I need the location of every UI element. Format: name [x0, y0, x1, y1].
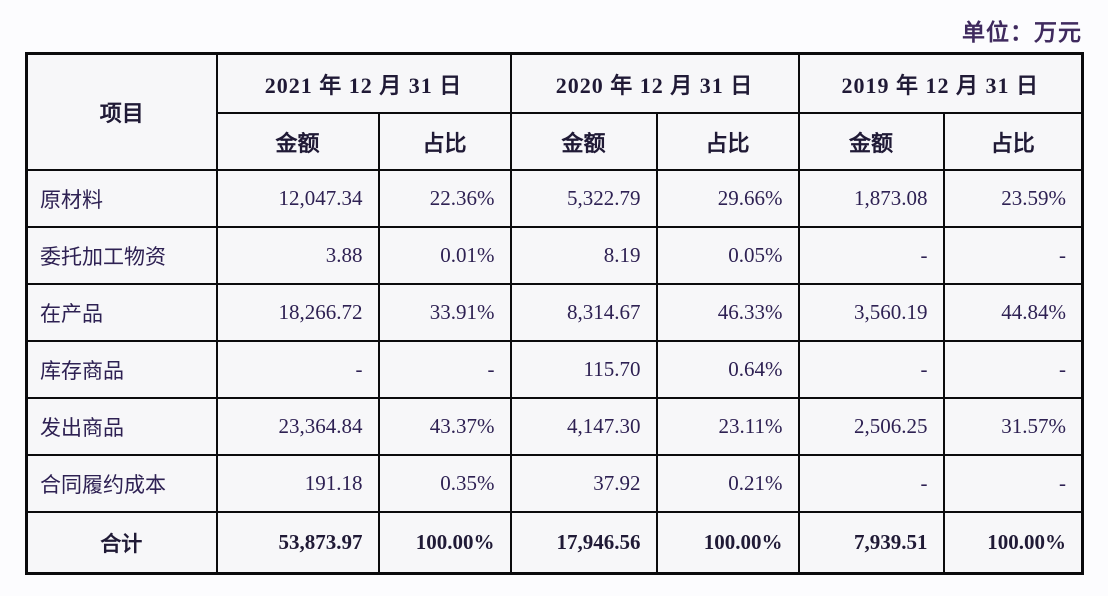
- ratio-cell: -: [942, 454, 1084, 513]
- amount-cell: 7,939.51: [797, 511, 945, 575]
- ratio-cell: -: [942, 226, 1084, 285]
- ratio-subheader-2021: 占比: [377, 112, 512, 171]
- ratio-cell: 0.01%: [377, 226, 512, 285]
- item-name: 原材料: [25, 169, 218, 228]
- table-row: 库存商品 - -115.70 0.64% - -: [25, 340, 1084, 399]
- ratio-cell: 0.21%: [655, 454, 800, 513]
- ratio-cell: 100.00%: [942, 511, 1084, 575]
- year-2021-header: 2021 年 12 月 31 日: [215, 52, 512, 114]
- year-2020-header: 2020 年 12 月 31 日: [509, 52, 800, 114]
- amount-cell: 5,322.79: [509, 169, 658, 228]
- ratio-cell: 0.64%: [655, 340, 800, 399]
- ratio-cell: 23.11%: [655, 397, 800, 456]
- ratio-cell: -: [377, 340, 512, 399]
- ratio-cell: 46.33%: [655, 283, 800, 342]
- subheader-row: 金额 占比 金额 占比 金额 占比: [27, 112, 1084, 171]
- amount-cell: 115.70: [509, 340, 658, 399]
- table-row: 原材料 12,047.34 22.36% 5,322.79 29.66% 1,873.08…: [25, 169, 1084, 228]
- amount-cell: 2,506.25: [797, 397, 945, 456]
- amount-cell: 191.18: [215, 454, 380, 513]
- amount-cell: -: [797, 454, 945, 513]
- ratio-cell: 44.84%: [942, 283, 1084, 342]
- ratio-cell: 43.37%: [377, 397, 512, 456]
- item-name: 库存商品: [25, 340, 218, 399]
- total-label: 合计: [25, 511, 218, 575]
- ratio-cell: -: [942, 340, 1084, 399]
- ratio-cell: 29.66%: [655, 169, 800, 228]
- amount-cell: -: [215, 340, 380, 399]
- total-row: 合计 53,873.97 100.00% 17,946.56 100.00% 7,939.…: [25, 511, 1084, 575]
- table-body: 原材料 12,047.34 22.36% 5,322.79 29.66% 1,873.08…: [25, 169, 1084, 575]
- inventory-composition-table: 项目 2021 年 12 月 31 日 2020 年 12 月 31 日 201…: [25, 52, 1084, 575]
- amount-cell: 8.19: [509, 226, 658, 285]
- amount-subheader-2021: 金额: [215, 112, 380, 171]
- ratio-cell: 23.59%: [942, 169, 1084, 228]
- item-name: 发出商品: [25, 397, 218, 456]
- amount-subheader-2019: 金额: [797, 112, 945, 171]
- amount-cell: 12,047.34: [215, 169, 380, 228]
- amount-subheader-2020: 金额: [509, 112, 658, 171]
- table-row: 合同履约成本 191.18 0.35% 37.92 0.21% - -: [25, 454, 1084, 513]
- amount-cell: 3,560.19: [797, 283, 945, 342]
- amount-cell: 53,873.97: [215, 511, 380, 575]
- amount-cell: 3.88: [215, 226, 380, 285]
- ratio-cell: 31.57%: [942, 397, 1084, 456]
- amount-cell: 18,266.72: [215, 283, 380, 342]
- table-row: 委托加工物资 3.88 0.01% 8.19 0.05% - -: [25, 226, 1084, 285]
- table-row: 在产品 18,266.72 33.91% 8,314.67 46.33% 3,560.19…: [25, 283, 1084, 342]
- amount-cell: 1,873.08: [797, 169, 945, 228]
- item-name: 合同履约成本: [25, 454, 218, 513]
- ratio-subheader-2020: 占比: [655, 112, 800, 171]
- amount-cell: -: [797, 340, 945, 399]
- item-name: 委托加工物资: [25, 226, 218, 285]
- item-name: 在产品: [25, 283, 218, 342]
- ratio-cell: 33.91%: [377, 283, 512, 342]
- year-2019-header: 2019 年 12 月 31 日: [797, 52, 1084, 114]
- item-column-header: 项目: [25, 52, 218, 171]
- amount-cell: -: [797, 226, 945, 285]
- year-header-row: 项目 2021 年 12 月 31 日 2020 年 12 月 31 日 201…: [25, 52, 1084, 171]
- amount-cell: 17,946.56: [509, 511, 658, 575]
- ratio-cell: 100.00%: [655, 511, 800, 575]
- table-row: 发出商品 23,364.84 43.37% 4,147.30 23.11% 2,506.2…: [25, 397, 1084, 456]
- ratio-cell: 0.35%: [377, 454, 512, 513]
- ratio-cell: 100.00%: [377, 511, 512, 575]
- unit-label: 单位：万元: [962, 20, 1082, 45]
- amount-cell: 8,314.67: [509, 283, 658, 342]
- ratio-cell: 22.36%: [377, 169, 512, 228]
- amount-cell: 4,147.30: [509, 397, 658, 456]
- ratio-cell: 0.05%: [655, 226, 800, 285]
- amount-cell: 23,364.84: [215, 397, 380, 456]
- ratio-subheader-2019: 占比: [942, 112, 1084, 171]
- amount-cell: 37.92: [509, 454, 658, 513]
